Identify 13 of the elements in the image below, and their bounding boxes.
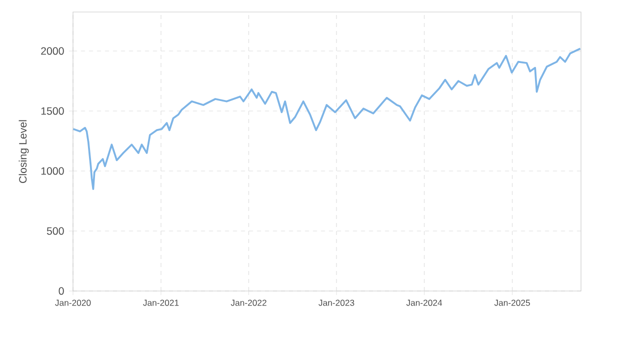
y-axis-title: Closing Level xyxy=(18,120,29,183)
line-series xyxy=(73,48,582,190)
y-tick-label: 500 xyxy=(46,227,64,235)
y-tick-label: 0 xyxy=(58,287,64,295)
y-tick-label: 1000 xyxy=(41,167,64,175)
x-tick-label: Jan-2024 xyxy=(406,300,442,306)
y-tick-label: 1500 xyxy=(41,107,64,115)
x-tick-label: Jan-2021 xyxy=(143,300,179,306)
x-tick-label: Jan-2023 xyxy=(318,300,354,306)
x-tick-label: Jan-2025 xyxy=(494,300,530,306)
x-tick-label: Jan-2022 xyxy=(230,300,266,306)
y-tick-label: 2000 xyxy=(41,47,64,55)
x-tick-label: Jan-2020 xyxy=(55,300,91,306)
